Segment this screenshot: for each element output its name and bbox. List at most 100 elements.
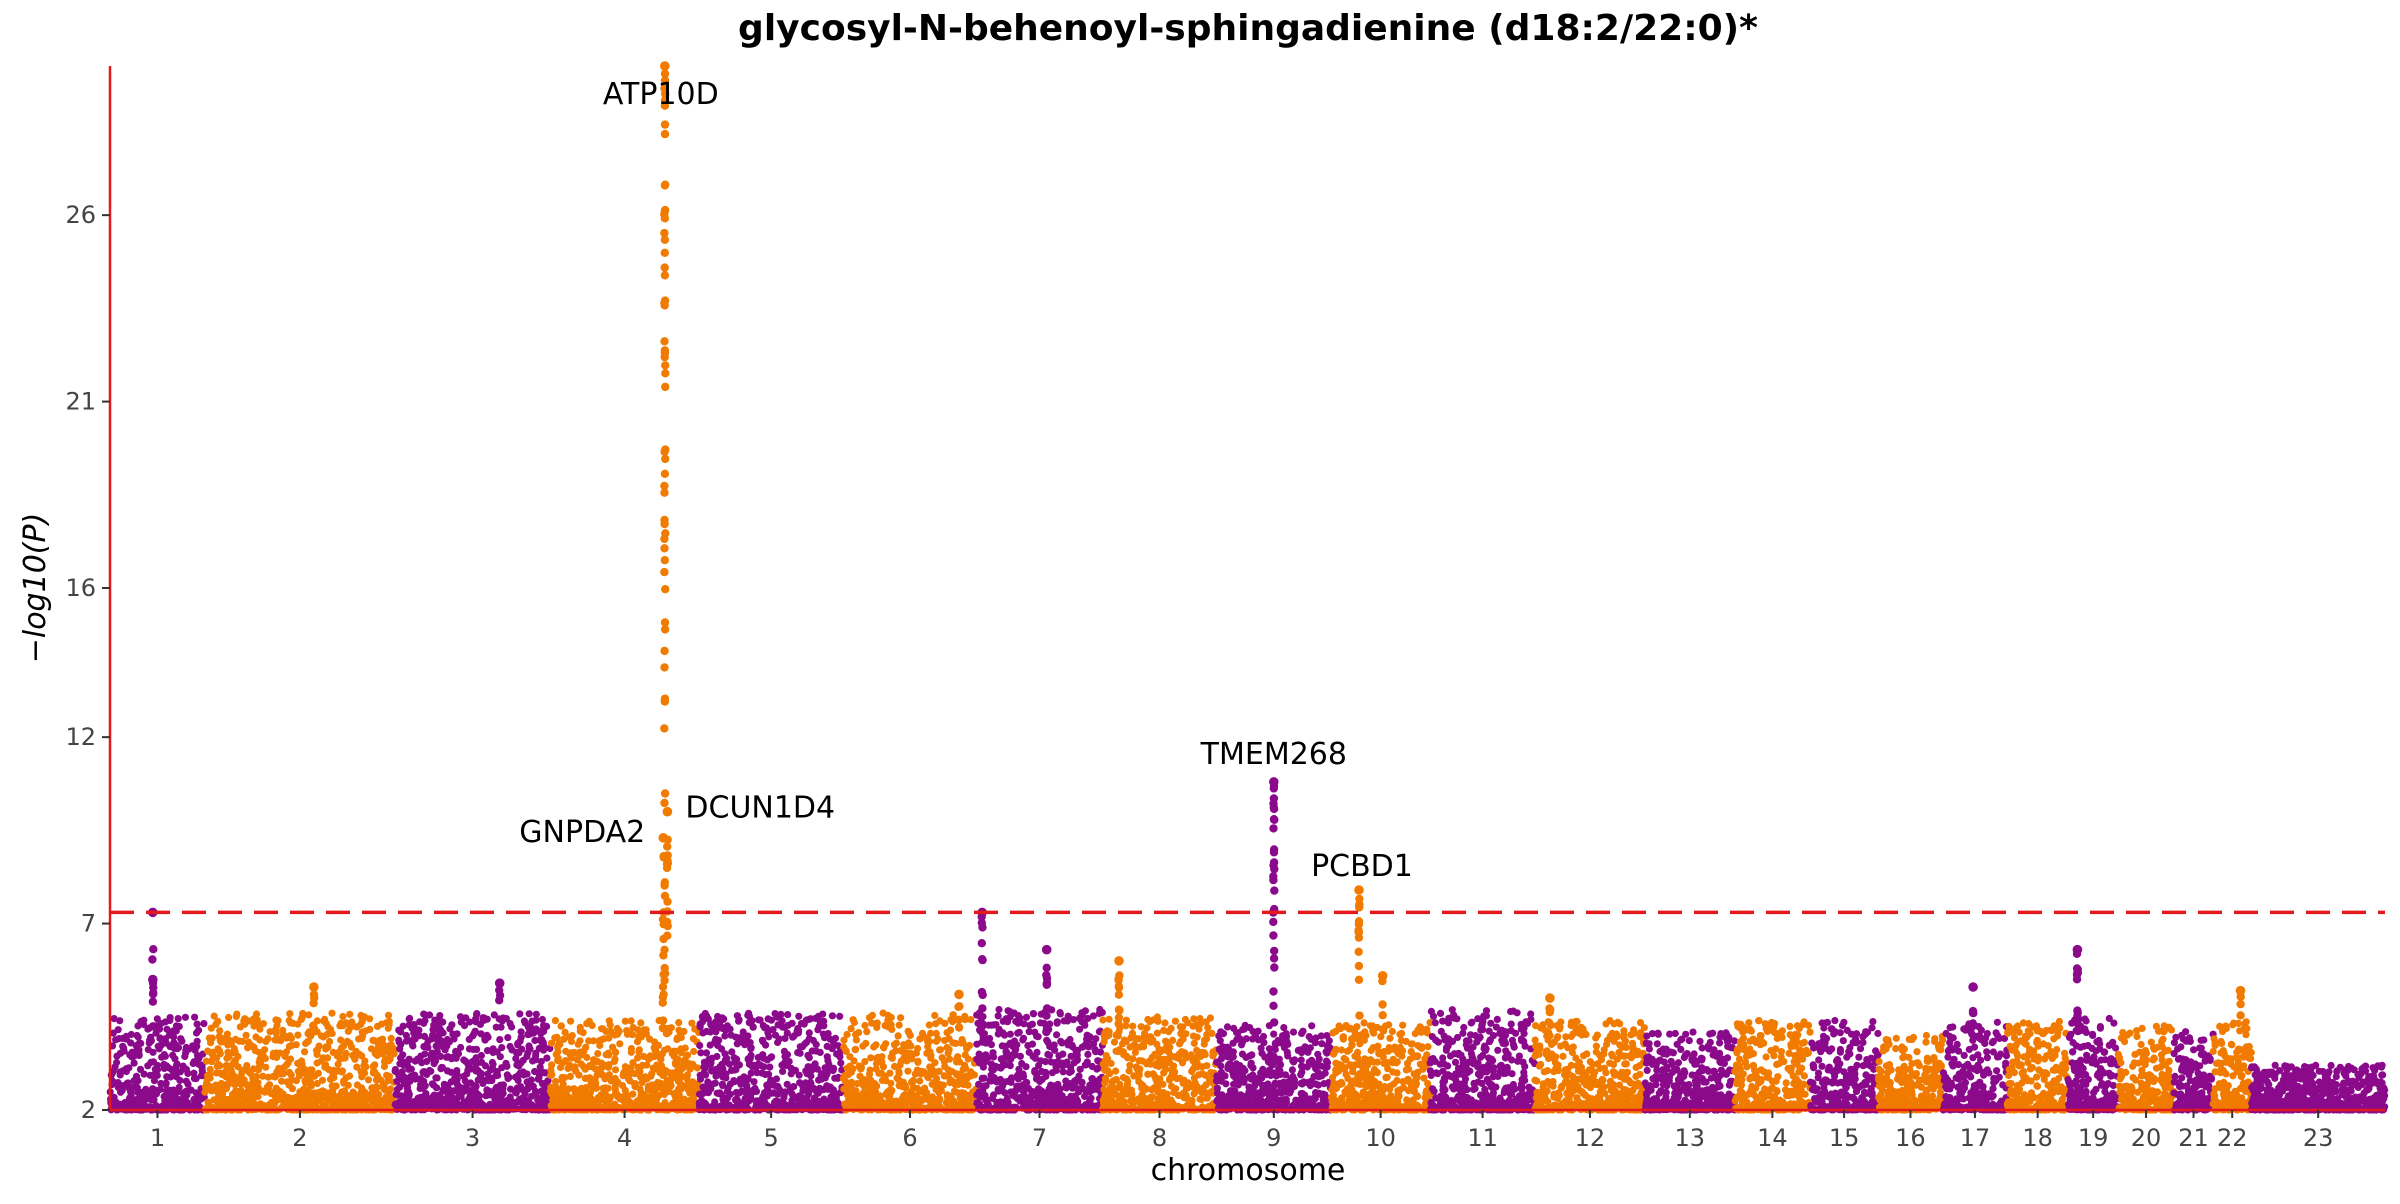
snp-point — [247, 1085, 255, 1093]
snp-point — [583, 1053, 591, 1062]
snp-point — [526, 1083, 534, 1091]
snp-point — [339, 1022, 347, 1030]
snp-point — [1195, 1025, 1203, 1033]
snp-point — [1127, 1098, 1135, 1106]
snp-point — [286, 1010, 294, 1018]
snp-point — [334, 1060, 342, 1068]
snp-point — [863, 1028, 871, 1036]
snp-point — [116, 1017, 124, 1025]
snp-point — [319, 1033, 327, 1041]
snp-point — [807, 1015, 815, 1023]
snp-point — [275, 1064, 283, 1072]
snp-point — [867, 1076, 875, 1085]
snp-point — [282, 1096, 290, 1105]
snp-point — [1193, 1033, 1201, 1041]
snp-point — [1047, 1058, 1055, 1066]
snp-point — [166, 1016, 174, 1025]
snp-point — [448, 1053, 456, 1062]
snp-point — [916, 1069, 924, 1077]
snp-point — [177, 1035, 185, 1043]
snp-point — [134, 1088, 142, 1097]
snp-point — [887, 1021, 895, 1029]
snp-point — [1130, 1072, 1138, 1080]
snp-point — [594, 1050, 602, 1058]
snp-point — [517, 1059, 525, 1067]
snp-point — [204, 1047, 212, 1055]
snp-point — [181, 1100, 189, 1108]
snp-point — [941, 1036, 949, 1045]
snp-point — [1190, 1015, 1198, 1023]
snp-point — [384, 1024, 392, 1032]
snp-point — [421, 1016, 429, 1025]
snp-point — [200, 1020, 208, 1028]
snp-point — [817, 1086, 825, 1094]
snp-point — [587, 1095, 595, 1103]
snp-point — [605, 1017, 613, 1025]
snp-point — [947, 1077, 955, 1085]
snp-point — [1176, 1091, 1184, 1099]
snp-point — [935, 1095, 943, 1103]
snp-point — [1163, 1090, 1171, 1098]
snp-point — [895, 1021, 903, 1029]
snp-point — [391, 1066, 399, 1074]
snp-point — [182, 1093, 190, 1101]
snp-point — [935, 1089, 943, 1097]
snp-point — [1123, 1080, 1132, 1089]
snp-point — [314, 1069, 322, 1077]
snp-point — [592, 1057, 600, 1065]
snp-point — [564, 1064, 572, 1072]
snp-point — [259, 1072, 267, 1080]
snp-point — [644, 1054, 652, 1062]
snp-point — [111, 1097, 119, 1105]
snp-point — [1058, 1092, 1066, 1100]
snp-point — [380, 1062, 389, 1071]
snp-point — [1163, 1097, 1171, 1105]
snp-point — [803, 1095, 811, 1103]
snp-point — [555, 1041, 563, 1049]
snp-point — [978, 1057, 986, 1065]
snp-point — [904, 1067, 912, 1075]
snp-point — [330, 1074, 338, 1082]
snp-point — [250, 1022, 258, 1030]
snp-point — [766, 1063, 774, 1071]
snp-point — [407, 1065, 415, 1073]
snp-point — [489, 1046, 497, 1054]
snp-point — [777, 1010, 785, 1019]
snp-point — [961, 1051, 969, 1059]
snp-point — [214, 1060, 222, 1069]
snp-point — [936, 1046, 945, 1054]
snp-point — [1176, 1023, 1184, 1031]
snp-point — [312, 1046, 321, 1055]
snp-point — [730, 1077, 738, 1085]
snp-point — [1042, 1068, 1050, 1076]
snp-point — [174, 1088, 182, 1096]
snp-point — [219, 1069, 227, 1078]
snp-point — [477, 1071, 485, 1080]
snp-point — [184, 1080, 192, 1088]
snp-point — [531, 1067, 539, 1076]
snp-point — [759, 1051, 767, 1059]
snp-point — [1189, 1022, 1197, 1030]
data-points — [106, 61, 2389, 1114]
snp-point — [808, 1047, 816, 1055]
snp-point — [382, 1102, 391, 1110]
snp-point — [658, 1050, 666, 1058]
snp-point — [190, 1095, 198, 1103]
snp-point — [1161, 1044, 1169, 1053]
snp-point — [387, 1041, 395, 1049]
snp-point — [258, 1051, 267, 1059]
snp-point — [1230, 1024, 1238, 1032]
snp-point — [1026, 1021, 1034, 1029]
snp-point — [1161, 1019, 1169, 1027]
snp-point — [1223, 1023, 1232, 1031]
snp-point — [953, 1055, 961, 1063]
snp-point — [518, 1045, 526, 1053]
snp-point — [112, 1036, 120, 1044]
snp-point — [768, 1053, 776, 1061]
snp-point — [1155, 1057, 1163, 1065]
snp-point — [794, 1049, 802, 1057]
snp-point — [898, 1096, 906, 1104]
snp-point — [437, 1052, 445, 1060]
snp-point — [1190, 1090, 1198, 1098]
snp-point — [740, 1035, 748, 1043]
